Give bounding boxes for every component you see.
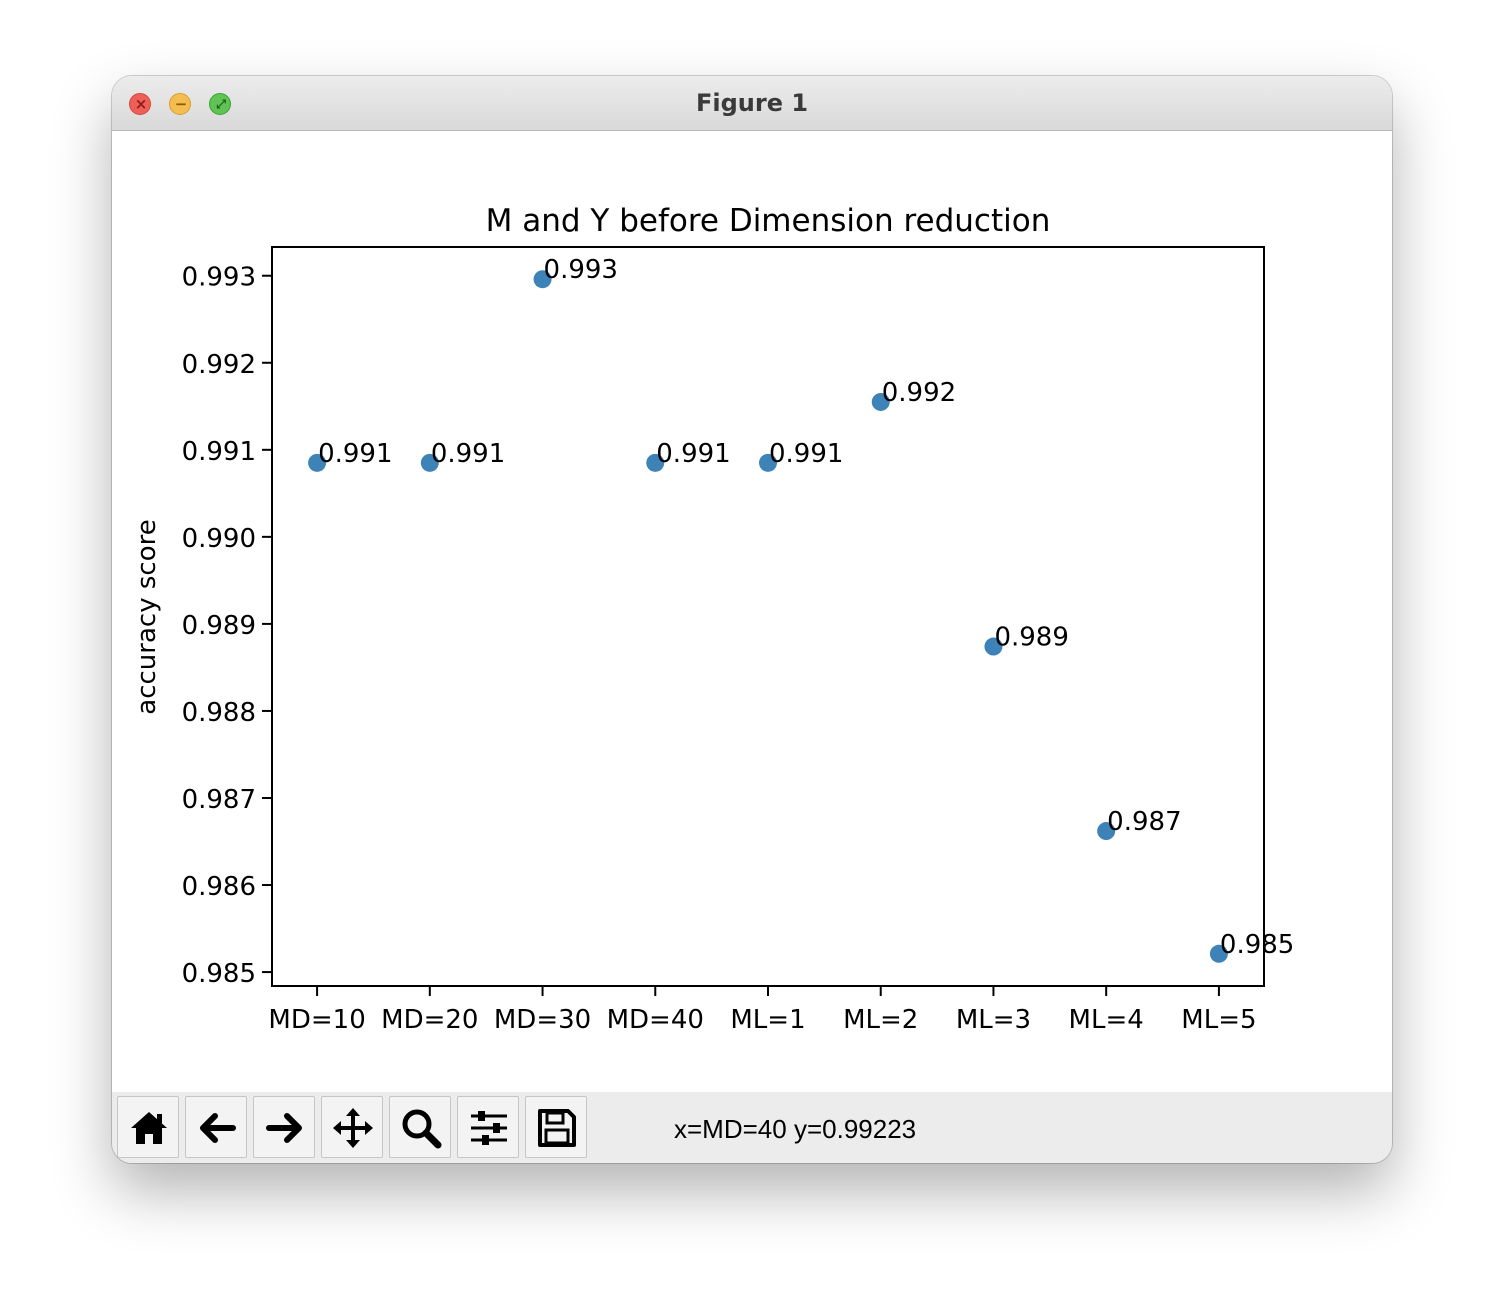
data-labels: 0.991 0.991 0.993 0.991 0.991 0.992 0.989 0.987… (318, 255, 1294, 960)
save-icon (538, 1109, 576, 1147)
y-tick-label: 0.988 (182, 698, 256, 728)
data-point (420, 453, 439, 472)
home-button[interactable] (117, 1096, 179, 1158)
data-point (308, 453, 327, 472)
y-tick-label: 0.993 (182, 263, 256, 293)
data-point (871, 392, 890, 411)
arrow-left-icon (200, 1113, 236, 1143)
save-button[interactable] (525, 1096, 587, 1158)
y-tick-label: 0.990 (182, 524, 256, 554)
back-button[interactable] (185, 1096, 247, 1158)
close-button[interactable]: × (129, 93, 151, 115)
zoom-button[interactable] (389, 1096, 451, 1158)
data-label: 0.991 (431, 439, 505, 469)
figure-canvas[interactable]: M and Y before Dimension reduction accur… (112, 131, 1392, 1092)
arrow-right-icon (266, 1113, 302, 1143)
scatter-chart: M and Y before Dimension reduction accur… (132, 203, 1294, 1035)
x-tick-label: ML=2 (843, 1005, 918, 1035)
y-tick-label: 0.989 (182, 611, 256, 641)
x-tick-label: ML=1 (730, 1005, 805, 1035)
fullscreen-icon: ⤢ (216, 97, 226, 111)
y-tick-label: 0.991 (182, 437, 256, 467)
cursor-status: x=MD=40 y=0.99223 (674, 1114, 917, 1144)
x-tick-label: ML=4 (1069, 1005, 1144, 1035)
x-tick-label: ML=3 (956, 1005, 1031, 1035)
y-tick-label: 0.992 (182, 350, 256, 380)
x-tick-label: MD=20 (381, 1005, 478, 1035)
minimize-icon: − (174, 95, 188, 113)
y-axis-label: accuracy score (132, 519, 162, 714)
data-point (533, 270, 552, 289)
data-point (759, 453, 777, 472)
plot-area-frame (271, 246, 1265, 987)
data-label: 0.991 (656, 439, 730, 469)
y-axis-ticks: 0.985 0.986 0.987 0.988 0.989 0.990 0.991 0.992… (182, 263, 272, 989)
y-tick-label: 0.985 (182, 959, 256, 989)
home-icon (131, 1112, 167, 1144)
data-label: 0.991 (769, 439, 843, 469)
move-icon (333, 1108, 373, 1148)
x-tick-label: MD=10 (268, 1005, 365, 1035)
x-tick-label: MD=40 (607, 1005, 704, 1035)
zoom-window-button[interactable]: ⤢ (209, 93, 231, 115)
x-tick-label: MD=30 (494, 1005, 591, 1035)
data-point (646, 453, 665, 472)
x-axis-ticks: MD=10 MD=20 MD=30 MD=40 ML=1 ML=2 ML=3 ML=4 ML=5 (268, 986, 1257, 1035)
data-label: 0.993 (544, 255, 618, 285)
window-title: Figure 1 (695, 89, 809, 117)
pan-button[interactable] (321, 1096, 383, 1158)
forward-button[interactable] (253, 1096, 315, 1158)
y-tick-label: 0.986 (182, 872, 256, 902)
data-points (308, 270, 1228, 963)
close-icon: × (134, 95, 148, 113)
configure-subplots-button[interactable] (457, 1096, 519, 1158)
x-tick-label: ML=5 (1181, 1005, 1256, 1035)
data-label: 0.987 (1107, 807, 1181, 837)
search-icon (402, 1109, 442, 1149)
y-tick-label: 0.987 (182, 785, 256, 815)
sliders-icon (471, 1111, 507, 1145)
data-point (984, 637, 1003, 656)
chart-title: M and Y before Dimension reduction (486, 203, 1051, 239)
data-label: 0.991 (318, 439, 392, 469)
data-label: 0.992 (882, 378, 956, 408)
figure-window: Figure 1 × − ⤢ M and Y before Dimension … (112, 76, 1392, 1163)
data-label: 0.989 (994, 623, 1068, 653)
minimize-button[interactable]: − (169, 93, 191, 115)
title-bar: Figure 1 × − ⤢ (112, 76, 1392, 131)
data-point (1209, 944, 1228, 963)
navigation-toolbar: x=MD=40 y=0.99223 (112, 1092, 1392, 1163)
data-point (1097, 822, 1116, 841)
data-label: 0.985 (1220, 930, 1294, 960)
